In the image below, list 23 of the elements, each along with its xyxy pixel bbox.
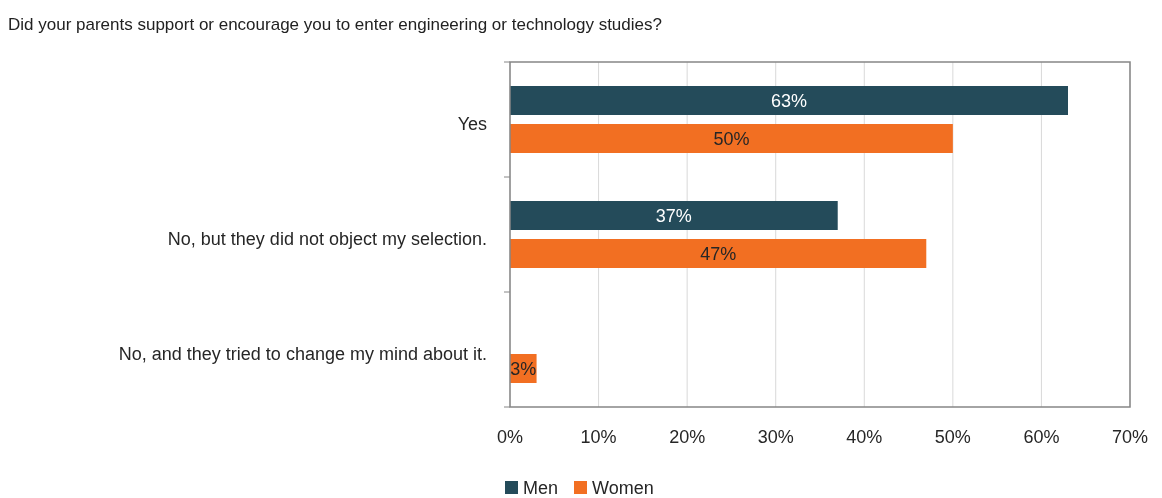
y-tick-label: No, and they tried to change my mind about it. bbox=[118, 343, 487, 364]
text: Did your parents support or encourage you to enter engineering or technology studies? bbox=[8, 15, 662, 34]
legend-label: Women bbox=[592, 478, 654, 498]
data-label: 3% bbox=[510, 358, 537, 379]
data-label: 37% bbox=[655, 205, 692, 226]
x-tick-label: 10% bbox=[580, 427, 617, 447]
x-tick-label: 40% bbox=[846, 427, 883, 447]
bar bbox=[510, 239, 927, 268]
y-tick-label: Yes bbox=[457, 113, 487, 134]
data-label: 63% bbox=[770, 90, 808, 111]
bar bbox=[510, 201, 838, 230]
x-tick-label: 60% bbox=[1023, 427, 1060, 447]
y-tick-label: No, but they did not object my selection. bbox=[167, 228, 487, 249]
legend-label: Men bbox=[523, 478, 559, 498]
x-tick-label: 50% bbox=[934, 427, 971, 447]
bar bbox=[510, 124, 953, 153]
x-tick-label: 70% bbox=[1111, 427, 1149, 447]
data-label: 50% bbox=[713, 128, 750, 149]
bar bbox=[510, 86, 1068, 115]
x-tick-label: 30% bbox=[757, 427, 794, 447]
x-tick-label: 0% bbox=[496, 427, 524, 447]
data-label: 47% bbox=[700, 243, 737, 264]
x-tick-label: 20% bbox=[669, 427, 706, 447]
